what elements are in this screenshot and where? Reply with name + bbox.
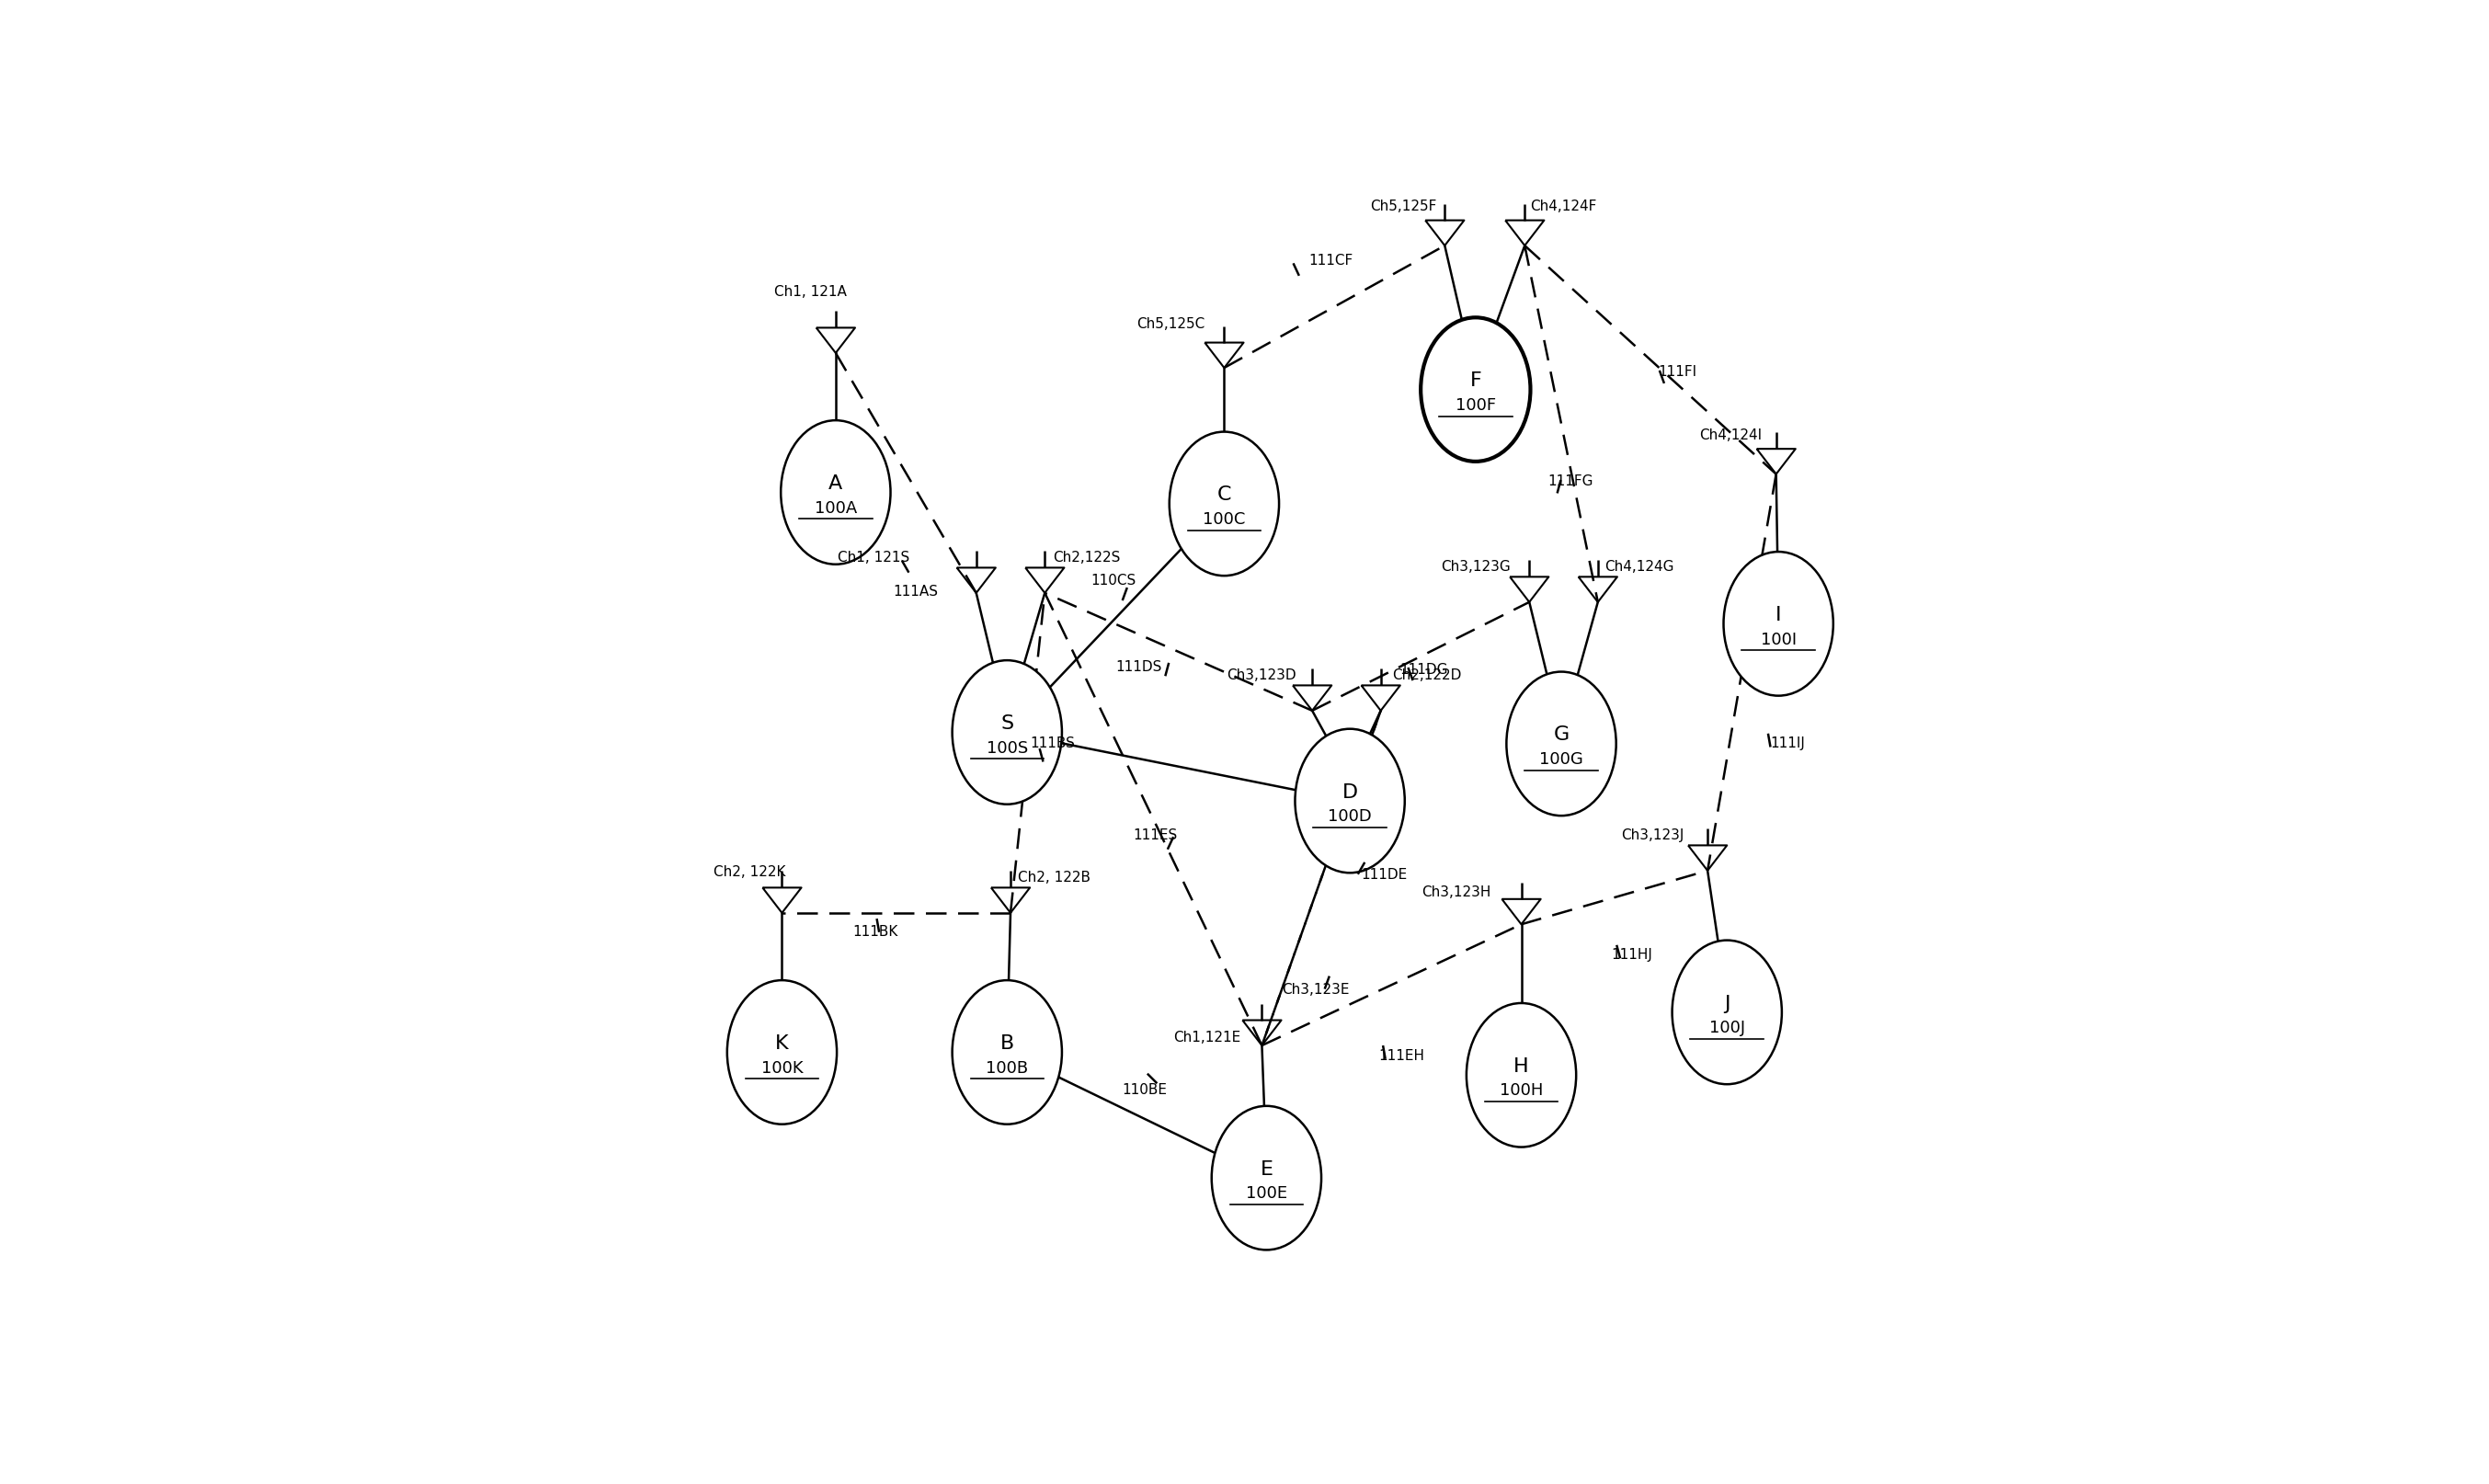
Text: Ch2, 122B: Ch2, 122B	[1018, 871, 1090, 884]
Text: Ch2, 122K: Ch2, 122K	[714, 865, 787, 879]
Ellipse shape	[782, 420, 891, 564]
Text: 100S: 100S	[986, 741, 1028, 757]
Text: 100C: 100C	[1202, 512, 1244, 528]
Text: Ch4,124F: Ch4,124F	[1531, 200, 1598, 214]
Text: 110CS: 110CS	[1090, 573, 1135, 588]
Text: G: G	[1553, 726, 1568, 745]
Text: 100F: 100F	[1456, 398, 1496, 414]
Text: D: D	[1342, 784, 1359, 801]
Ellipse shape	[1506, 672, 1615, 816]
Text: 100B: 100B	[986, 1060, 1028, 1076]
Text: Ch3,123G: Ch3,123G	[1441, 559, 1511, 573]
Ellipse shape	[953, 981, 1063, 1125]
Text: Ch3,123H: Ch3,123H	[1421, 886, 1491, 899]
Text: Ch5,125C: Ch5,125C	[1137, 318, 1205, 331]
Ellipse shape	[953, 660, 1063, 804]
Ellipse shape	[1421, 318, 1531, 462]
Text: Ch3,123D: Ch3,123D	[1227, 668, 1297, 683]
Text: 100D: 100D	[1329, 809, 1371, 825]
Ellipse shape	[1212, 1106, 1322, 1250]
Text: Ch1, 121S: Ch1, 121S	[836, 551, 908, 564]
Text: E: E	[1259, 1160, 1272, 1178]
Text: 100E: 100E	[1244, 1186, 1287, 1202]
Text: 111FI: 111FI	[1658, 365, 1697, 380]
Text: K: K	[774, 1034, 789, 1052]
Text: I: I	[1775, 605, 1782, 625]
Text: Ch1,121E: Ch1,121E	[1172, 1030, 1240, 1045]
Text: 111DS: 111DS	[1115, 660, 1162, 674]
Text: 111AS: 111AS	[894, 585, 938, 598]
Text: B: B	[1001, 1034, 1013, 1052]
Text: Ch2,122D: Ch2,122D	[1391, 668, 1461, 683]
Text: Ch2,122S: Ch2,122S	[1053, 551, 1120, 564]
Text: 100J: 100J	[1710, 1020, 1745, 1036]
Text: 111CF: 111CF	[1309, 254, 1352, 267]
Text: 100H: 100H	[1498, 1083, 1543, 1100]
Text: 100G: 100G	[1538, 751, 1583, 767]
Ellipse shape	[1294, 729, 1404, 873]
Text: 111ES: 111ES	[1132, 828, 1177, 841]
Ellipse shape	[1722, 552, 1834, 696]
Ellipse shape	[1673, 941, 1782, 1085]
Text: Ch1, 121A: Ch1, 121A	[774, 285, 846, 300]
Text: F: F	[1469, 371, 1481, 390]
Text: 111DG: 111DG	[1399, 662, 1449, 677]
Text: C: C	[1217, 485, 1232, 505]
Text: Ch3,123E: Ch3,123E	[1282, 982, 1349, 996]
Text: 111FG: 111FG	[1548, 473, 1593, 488]
Text: 111BS: 111BS	[1030, 738, 1075, 751]
Text: 111DE: 111DE	[1361, 868, 1406, 881]
Ellipse shape	[727, 981, 836, 1125]
Ellipse shape	[1170, 432, 1279, 576]
Text: Ch3,123J: Ch3,123J	[1620, 828, 1685, 841]
Text: 111HJ: 111HJ	[1610, 948, 1653, 962]
Text: Ch4,124I: Ch4,124I	[1700, 429, 1762, 442]
Text: H: H	[1513, 1057, 1528, 1076]
Text: A: A	[829, 475, 844, 493]
Text: 111BK: 111BK	[854, 926, 899, 939]
Text: 111IJ: 111IJ	[1770, 738, 1805, 751]
Text: S: S	[1001, 714, 1013, 733]
Text: Ch5,125F: Ch5,125F	[1371, 200, 1436, 214]
Text: 110BE: 110BE	[1123, 1083, 1167, 1097]
Text: 100I: 100I	[1760, 631, 1797, 649]
Text: 100K: 100K	[762, 1060, 804, 1076]
Ellipse shape	[1466, 1003, 1576, 1147]
Text: Ch4,124G: Ch4,124G	[1605, 559, 1673, 573]
Text: 100A: 100A	[814, 500, 856, 516]
Text: J: J	[1725, 994, 1730, 1012]
Text: 111EH: 111EH	[1379, 1049, 1424, 1063]
